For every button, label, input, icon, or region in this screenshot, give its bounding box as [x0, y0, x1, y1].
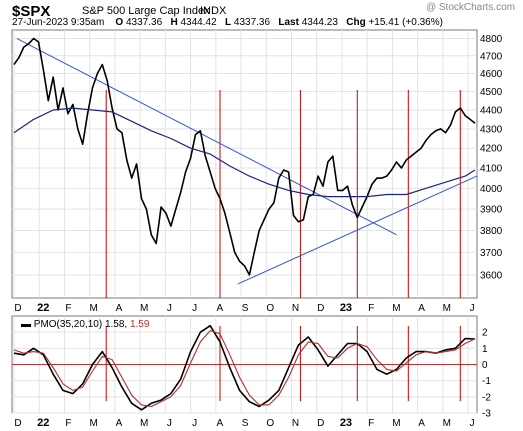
month-label: F — [65, 303, 71, 314]
pmo-legend: ▬ PMO(35,20,10) 1.58, 1.59 — [21, 319, 150, 330]
month-label: N — [292, 303, 299, 314]
month-label: J — [192, 303, 197, 314]
pmo-legend-label: PMO(35,20,10) — [33, 319, 103, 330]
price-tick-label: 4700 — [480, 51, 503, 62]
open-label: O — [115, 17, 124, 28]
price-tick-label: 4200 — [480, 144, 503, 155]
month-label: M — [443, 303, 451, 314]
open-value: 4337.36 — [125, 17, 163, 28]
pmo-line — [13, 324, 476, 411]
trendline — [16, 38, 397, 236]
month-label: J — [167, 418, 172, 429]
month-label: M — [392, 303, 400, 314]
high-value: 4344.42 — [180, 17, 217, 28]
security-name: S&P 500 Large Cap Index — [82, 5, 210, 17]
month-label: F — [368, 418, 374, 429]
datetime: 27-Jun-2023 9:35am — [12, 17, 105, 28]
month-label: D — [317, 303, 324, 314]
month-label: S — [242, 418, 249, 429]
month-label: M — [90, 418, 98, 429]
trendlines — [16, 38, 478, 285]
month-label: A — [116, 303, 123, 314]
month-label: J — [470, 303, 475, 314]
price-x-axis: D 22 F M A M J J A S O N D 23 F M A M J — [14, 302, 474, 314]
price-tick-label: 3600 — [480, 270, 503, 281]
pmo-signal-line — [13, 330, 476, 408]
price-tick-label: 4000 — [480, 184, 503, 195]
price-tick-label: 4100 — [480, 164, 503, 175]
pmo-x-axis: D 22 F M A M J J A S O N D 23 F M A M J — [14, 417, 474, 429]
month-label: 23 — [340, 302, 352, 314]
month-label: M — [443, 418, 451, 429]
moving-average-line — [13, 107, 476, 198]
pmo-tick-label: 2 — [482, 328, 488, 339]
price-series — [13, 37, 476, 276]
pmo-series — [13, 324, 476, 411]
pmo-tick-label: -3 — [482, 409, 491, 420]
price-axis: 4800 4700 4600 4500 4400 4300 4200 4100 4000 3900… — [480, 34, 503, 281]
month-label: 22 — [37, 302, 49, 314]
pmo-legend-swatch: ▬ — [21, 319, 31, 330]
month-label: A — [216, 418, 223, 429]
price-tick-label: 3700 — [480, 248, 503, 259]
price-tick-label: 4800 — [480, 34, 503, 45]
exchange-label: INDX — [200, 5, 227, 17]
month-label: A — [418, 418, 425, 429]
month-label: A — [216, 303, 223, 314]
month-label: 23 — [340, 417, 352, 429]
pmo-tick-label: -1 — [482, 376, 491, 387]
pmo-tick-label: 1 — [482, 344, 488, 355]
vertical-markers — [105, 90, 461, 298]
pmo-tick-label: 0 — [482, 360, 488, 371]
quote-row: 27-Jun-2023 9:35am O 4337.36 H 4344.42 L… — [12, 17, 443, 28]
low-value: 4337.36 — [233, 17, 271, 28]
signal-legend-value: 1.59 — [129, 319, 150, 330]
chg-value: +15.41 (+0.36%) — [368, 17, 443, 28]
month-label: J — [192, 418, 197, 429]
price-tick-label: 3900 — [480, 205, 503, 216]
watermark: @ StockCharts.com — [425, 2, 515, 13]
pmo-legend-value: 1.58 — [104, 319, 125, 330]
month-label: D — [14, 418, 21, 429]
month-label: O — [266, 418, 274, 429]
month-label: M — [392, 418, 400, 429]
price-panel — [11, 29, 478, 299]
month-label: F — [368, 303, 374, 314]
month-label: 22 — [37, 417, 49, 429]
month-label: S — [242, 303, 249, 314]
chart-header: $SPX S&P 500 Large Cap Index INDX @ Stoc… — [2, 0, 521, 30]
last-label: Last — [278, 17, 299, 28]
month-label: N — [292, 418, 299, 429]
price-tick-label: 4300 — [480, 124, 503, 135]
ticker-symbol: $SPX — [12, 3, 51, 20]
month-label: A — [116, 418, 123, 429]
month-label: F — [65, 418, 71, 429]
pmo-vertical-markers — [105, 326, 461, 401]
month-label: M — [140, 303, 148, 314]
pmo-tick-label: -2 — [482, 392, 491, 403]
month-label: A — [418, 303, 425, 314]
month-label: O — [266, 303, 274, 314]
month-label: M — [140, 418, 148, 429]
price-line — [13, 37, 476, 276]
price-tick-label: 4400 — [480, 105, 503, 116]
month-label: J — [167, 303, 172, 314]
price-grid — [12, 30, 477, 298]
price-tick-label: 3800 — [480, 226, 503, 237]
trendline — [237, 175, 478, 285]
chg-label: Chg — [346, 17, 366, 28]
price-tick-label: 4600 — [480, 69, 503, 80]
month-label: D — [14, 303, 21, 314]
month-label: J — [470, 418, 475, 429]
price-tick-label: 4500 — [480, 87, 503, 98]
pmo-axis: 2 1 0 -1 -2 -3 — [482, 328, 491, 420]
low-label: L — [225, 17, 232, 28]
last-value: 4344.23 — [301, 17, 338, 28]
month-label: M — [90, 303, 98, 314]
month-label: D — [317, 418, 324, 429]
high-label: H — [170, 17, 178, 28]
